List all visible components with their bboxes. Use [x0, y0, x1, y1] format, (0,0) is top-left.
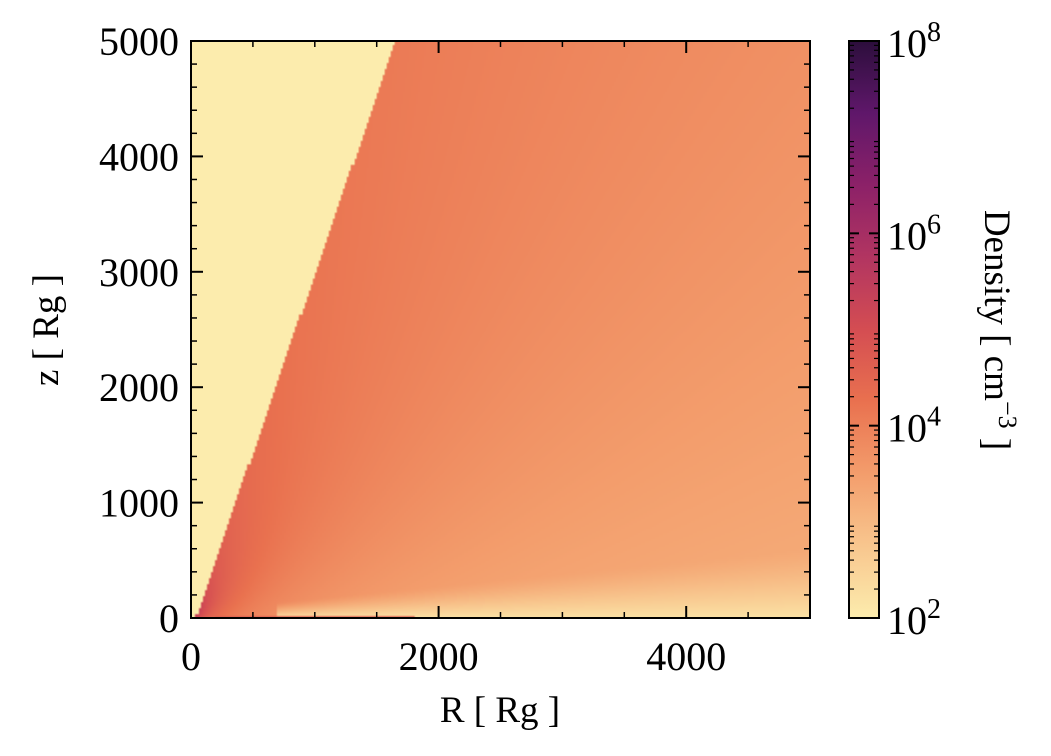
colorbar-tick-base: 10: [887, 598, 927, 643]
colorbar-title-suffix: ]: [976, 429, 1017, 451]
y-tick-label: 4000: [99, 134, 179, 179]
y-tick-label: 3000: [99, 250, 179, 295]
colorbar-tick-label: 106: [887, 209, 941, 258]
y-tick-label: 5000: [99, 19, 179, 64]
colorbar-tick-exponent: 6: [927, 209, 941, 240]
colorbar-tick-base: 10: [887, 406, 927, 451]
colorbar-title-main: Density [ cm: [976, 210, 1017, 401]
colorbar-tick-base: 10: [887, 213, 927, 258]
y-axis-title: z [ Rg ]: [26, 274, 67, 386]
colorbar-tick-label: 102: [887, 594, 941, 643]
heatmap-area: [191, 41, 810, 618]
colorbar-tick-exponent: 4: [927, 402, 941, 433]
x-tick-label: 2000: [399, 634, 479, 679]
x-axis-title: R [ Rg ]: [440, 690, 560, 731]
y-axis: 0 1000 2000 3000 4000 5000: [99, 19, 810, 641]
x-axis: 0 2000 4000: [181, 41, 749, 679]
colorbar-tick-exponent: 8: [927, 17, 941, 48]
colorbar-tick-exponent: 2: [927, 594, 941, 625]
colorbar-tick-label: 108: [887, 17, 941, 66]
colorbar-tick-base: 10: [887, 21, 927, 66]
y-tick-label: 2000: [99, 365, 179, 410]
y-tick-label: 0: [159, 596, 179, 641]
colorbar-title-exponent: −3: [993, 401, 1022, 429]
density-heatmap-image: [191, 41, 810, 618]
x-tick-label: 0: [181, 634, 201, 679]
colorbar: [848, 40, 880, 619]
colorbar-tick-label: 104: [887, 402, 941, 451]
x-tick-label: 4000: [646, 634, 726, 679]
y-tick-label: 1000: [99, 481, 179, 526]
colorbar-title: Density [ cm−3 ]: [976, 210, 1022, 450]
